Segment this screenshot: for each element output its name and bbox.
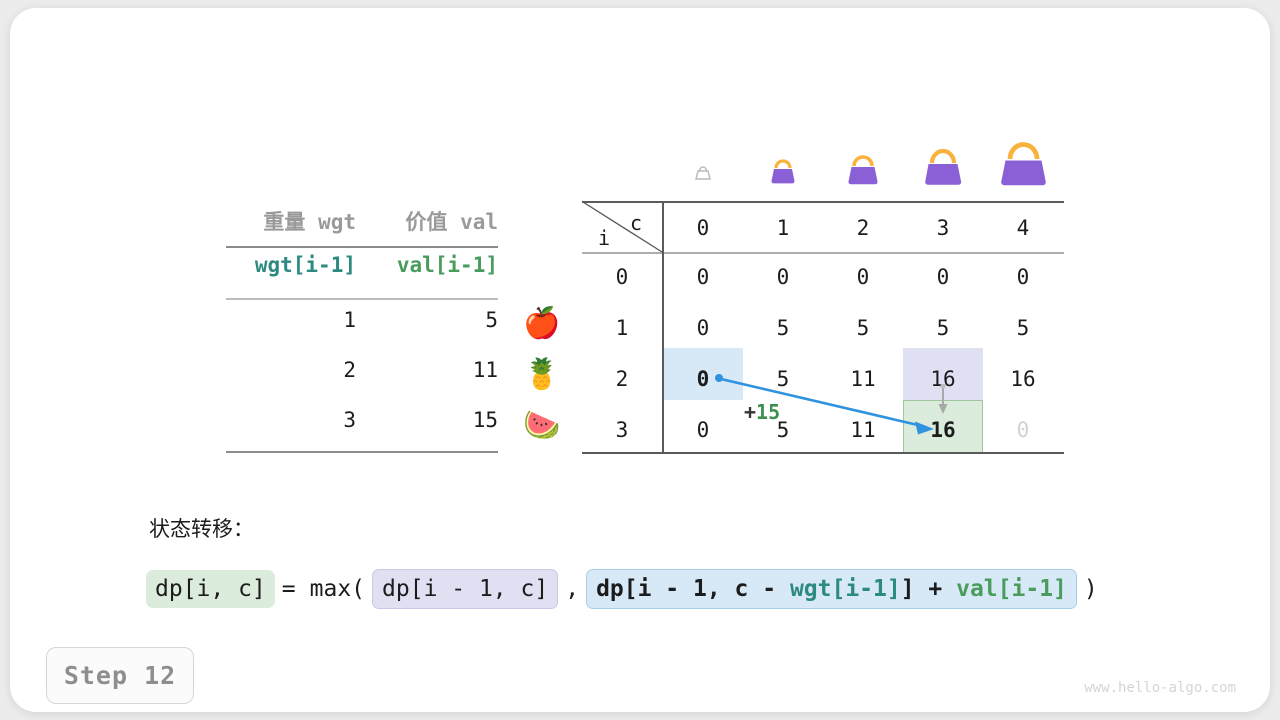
slide-canvas: 重量 wgt 价值 val wgt[i-1] val[i-1] 1 5 2 11… bbox=[10, 8, 1270, 712]
dp-cell-1-2: 5 bbox=[856, 316, 870, 340]
item-wgt-3: 3 bbox=[343, 408, 356, 432]
dp-rule-top bbox=[582, 201, 1064, 203]
formula-term-prev: dp[i - 1, c] bbox=[372, 569, 559, 609]
item-table-subheader-val: val[i-1] bbox=[396, 253, 498, 277]
dp-cell-0-3: 0 bbox=[936, 265, 950, 289]
dp-cell-1-0: 0 bbox=[696, 316, 710, 340]
item-table-subheader-row: wgt[i-1] val[i-1] bbox=[226, 240, 498, 290]
formula-max-open: max( bbox=[309, 576, 366, 602]
item-wgt-2: 2 bbox=[343, 358, 356, 382]
dp-cell-2-2: 11 bbox=[850, 367, 876, 391]
formula-token-wgt: wgt[i-1] bbox=[789, 576, 901, 602]
dp-cell-3-4: 0 bbox=[1016, 418, 1030, 442]
formula-term-take-b: ] + bbox=[900, 576, 957, 602]
formula-term-take-a: dp[i - 1, c - bbox=[596, 576, 790, 602]
bag-icon-1 bbox=[743, 126, 823, 198]
dp-cell-2-1: 5 bbox=[776, 367, 790, 391]
item-table-header-row: 重量 wgt 价值 val bbox=[226, 198, 498, 240]
step-badge: Step 12 bbox=[46, 647, 194, 704]
item-table-header-wgt: 重量 wgt bbox=[263, 210, 356, 234]
item-table-rule-bottom bbox=[226, 451, 498, 453]
bag-icon-row bbox=[582, 126, 1064, 198]
dp-cell-0-1: 0 bbox=[776, 265, 790, 289]
gain-annotation: +15 bbox=[744, 400, 780, 424]
dp-cell-2-4: 16 bbox=[1010, 367, 1036, 391]
caption-text: 状态转移： bbox=[149, 517, 254, 541]
item-wgt-1: 1 bbox=[343, 308, 356, 332]
item-val-3: 15 bbox=[472, 408, 498, 432]
item-table: 重量 wgt 价值 val wgt[i-1] val[i-1] 1 5 2 11… bbox=[226, 198, 498, 453]
dp-cell-1-1: 5 bbox=[776, 316, 790, 340]
dp-col-header-1: 1 bbox=[776, 216, 790, 240]
dp-col-header-3: 3 bbox=[936, 216, 950, 240]
dp-rule-header bbox=[582, 252, 1064, 254]
item-table-header-val: 价值 val bbox=[405, 210, 498, 234]
dp-row-header-0: 0 bbox=[615, 265, 629, 289]
dp-cell-1-4: 5 bbox=[1016, 316, 1030, 340]
bag-icon-2 bbox=[823, 126, 903, 198]
dp-corner-label-c: c bbox=[630, 211, 643, 235]
dp-col-header-2: 2 bbox=[856, 216, 870, 240]
dp-cell-3-1: 5 bbox=[776, 418, 790, 442]
formula-lhs: dp[i, c] bbox=[146, 570, 275, 608]
gain-plus-sign: + bbox=[744, 400, 757, 424]
item-table-subheader-wgt: wgt[i-1] bbox=[254, 253, 356, 277]
item-table-row: 3 15 bbox=[226, 390, 498, 440]
gain-value: 15 bbox=[756, 400, 781, 424]
dp-cell-0-2: 0 bbox=[856, 265, 870, 289]
dp-vline bbox=[662, 201, 664, 454]
dp-row-header-1: 1 bbox=[615, 316, 629, 340]
dp-col-header-0: 0 bbox=[696, 216, 710, 240]
formula-comma: , bbox=[565, 576, 580, 602]
dp-cell-3-2: 11 bbox=[850, 418, 876, 442]
item-val-2: 11 bbox=[472, 358, 498, 382]
dp-row-header-2: 2 bbox=[615, 367, 629, 391]
dp-cell-0-0: 0 bbox=[696, 265, 710, 289]
watermark: www.hello-algo.com bbox=[1084, 680, 1236, 696]
dp-corner-label-i: i bbox=[598, 226, 611, 250]
bag-icon-0 bbox=[663, 126, 743, 198]
pineapple-emoji: 🍍 bbox=[523, 357, 561, 392]
dp-table: c i 0 1 2 3 4 0 1 2 3 0 0 0 0 0 0 5 5 5 … bbox=[582, 201, 1064, 454]
corner-diagonal bbox=[582, 201, 663, 253]
transition-arrow-icon bbox=[715, 374, 934, 435]
bag-icon-4 bbox=[983, 126, 1063, 198]
item-table-rule-mid bbox=[226, 298, 498, 300]
highlight-source-cell bbox=[663, 348, 743, 400]
formula-equals: = bbox=[281, 576, 296, 602]
bag-icon-3 bbox=[903, 126, 983, 198]
watermelon-emoji: 🍉 bbox=[523, 408, 561, 443]
dp-cell-2-0: 0 bbox=[696, 367, 710, 391]
item-table-row: 2 11 bbox=[226, 340, 498, 390]
formula-term-take: dp[i - 1, c - wgt[i-1]] + val[i-1] bbox=[586, 569, 1077, 609]
dp-cell-1-3: 5 bbox=[936, 316, 950, 340]
state-transition-formula: dp[i, c] = max( dp[i - 1, c] , dp[i - 1,… bbox=[146, 566, 1105, 612]
dp-cell-3-3: 16 bbox=[930, 418, 956, 442]
formula-max-close: ) bbox=[1083, 576, 1098, 602]
dp-col-header-4: 4 bbox=[1016, 216, 1030, 240]
item-val-1: 5 bbox=[485, 308, 498, 332]
dp-row-header-3: 3 bbox=[615, 418, 629, 442]
dp-cell-0-4: 0 bbox=[1016, 265, 1030, 289]
formula-token-val: val[i-1] bbox=[956, 576, 1067, 602]
apple-emoji: 🍎 bbox=[523, 306, 561, 341]
dp-rule-bottom bbox=[582, 452, 1064, 454]
item-table-rule-top bbox=[226, 246, 498, 248]
down-arrow-icon bbox=[938, 384, 948, 414]
item-table-row: 1 5 bbox=[226, 290, 498, 340]
dp-cell-3-0: 0 bbox=[696, 418, 710, 442]
